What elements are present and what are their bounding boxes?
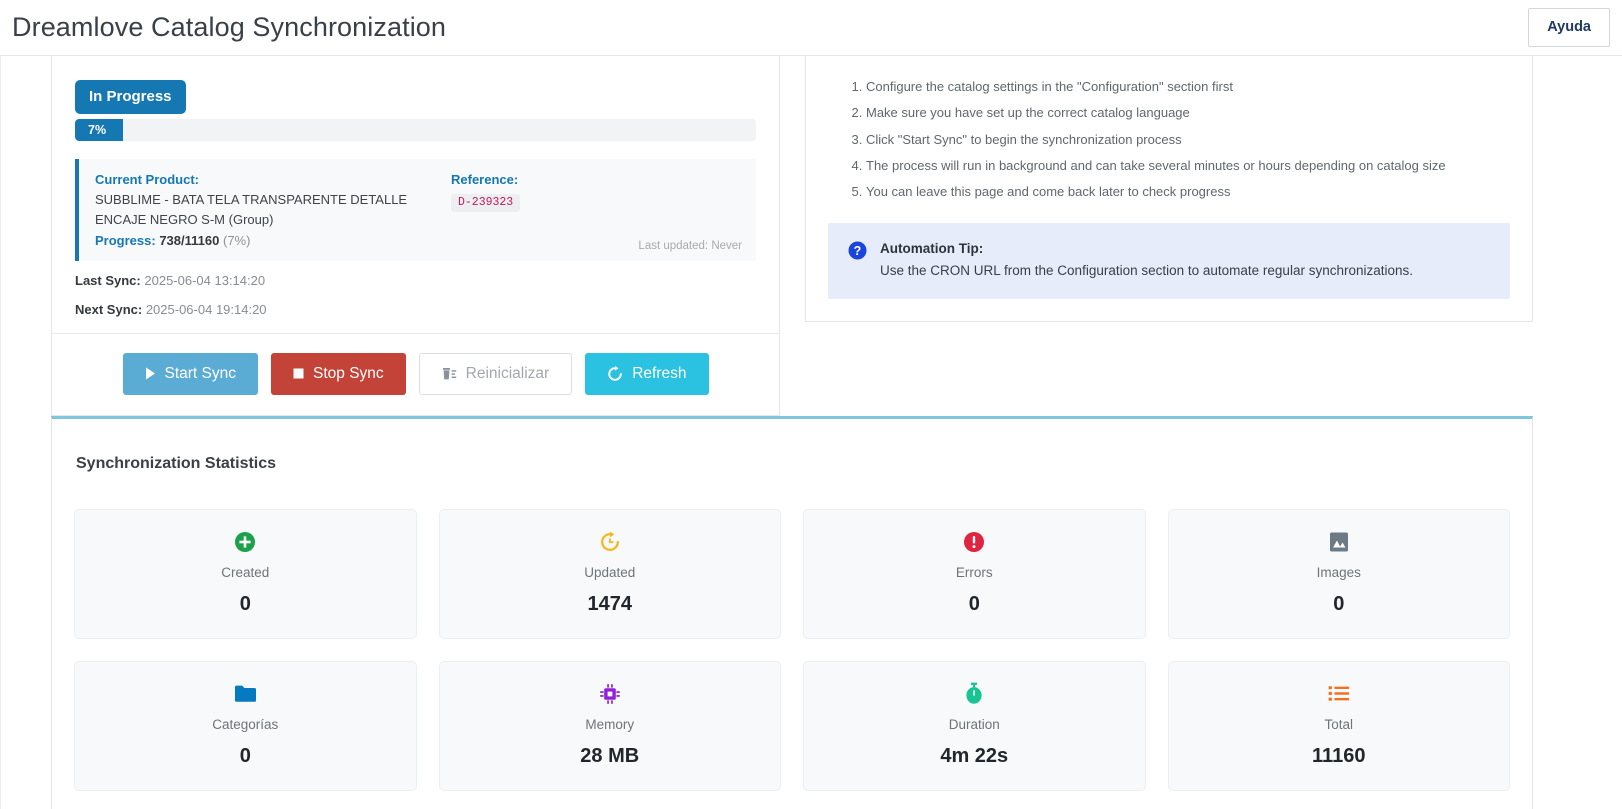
progress-bar-fill: 7% (75, 119, 123, 141)
refresh-clock-icon (450, 530, 771, 554)
help-button[interactable]: Ayuda (1528, 8, 1610, 47)
status-badge: In Progress (75, 80, 186, 114)
next-sync-value: 2025-06-04 19:14:20 (145, 301, 267, 317)
automation-tip-box: ? Automation Tip: Use the CRON URL from … (828, 223, 1510, 300)
stat-card-errors: Errors 0 (803, 509, 1146, 639)
page-body: In Progress 7% Current Product: SUBBLIME… (0, 56, 1622, 809)
plus-circle-icon (85, 530, 406, 554)
cpu-chip-icon (450, 682, 771, 706)
sync-status-card: In Progress 7% Current Product: SUBBLIME… (51, 56, 780, 416)
stat-value: 0 (239, 744, 251, 767)
instructions-card: Configure the catalog settings in the "C… (805, 56, 1533, 323)
instructions-list: Configure the catalog settings in the "C… (828, 74, 1510, 205)
stat-label: Total (1324, 716, 1354, 732)
last-sync-value: 2025-06-04 13:14:20 (144, 272, 266, 288)
stop-square-icon (293, 368, 304, 379)
reference-label: Reference: (451, 172, 519, 187)
stat-card-total: Total 11160 (1167, 660, 1510, 791)
reinitialize-label: Reinicializar (465, 365, 550, 383)
refresh-button[interactable]: Refresh (585, 352, 709, 395)
stop-sync-button[interactable]: Stop Sync (271, 352, 406, 395)
progress-bar-track: 7% (75, 119, 756, 141)
stop-sync-label: Stop Sync (313, 365, 384, 383)
stopwatch-icon (814, 682, 1135, 706)
product-progress-percent: (7%) (222, 232, 251, 248)
stat-value: 1474 (587, 592, 633, 615)
stat-label: Created (221, 565, 270, 580)
stat-value: 4m 22s (940, 744, 1009, 767)
svg-text:?: ? (854, 244, 862, 258)
stat-card-updated: Updated 1474 (438, 509, 781, 639)
last-sync-label: Last Sync: (75, 272, 141, 288)
last-updated-text: Last updated: Never (638, 239, 742, 252)
stat-card-created: Created 0 (74, 509, 417, 639)
stat-value: 0 (968, 592, 980, 615)
last-sync-row: Last Sync: 2025-06-04 13:14:20 (75, 272, 756, 290)
current-product-box: Current Product: SUBBLIME - BATA TELA TR… (75, 159, 756, 261)
next-sync-label: Next Sync: (75, 301, 143, 317)
statistics-title: Synchronization Statistics (76, 455, 277, 472)
stat-value: 0 (239, 592, 251, 615)
statistics-grid: Created 0 Updated 1474 (74, 509, 1510, 791)
next-sync-row: Next Sync: 2025-06-04 19:14:20 (75, 301, 756, 319)
refresh-icon (607, 365, 623, 382)
reinitialize-button[interactable]: Reinicializar (418, 352, 573, 395)
stat-label: Categorías (212, 716, 279, 732)
list-item: Make sure you have set up the correct ca… (866, 100, 1510, 126)
stat-value: 0 (1333, 592, 1345, 615)
current-product-name: SUBBLIME - BATA TELA TRANSPARENTE DETALL… (95, 191, 408, 227)
stat-label: Duration (948, 716, 1000, 732)
stat-value: 11160 (1312, 744, 1366, 767)
stat-value: 28 MB (580, 744, 640, 767)
start-sync-label: Start Sync (164, 365, 237, 383)
image-icon (1179, 530, 1500, 554)
progress-bar-label: 7% (88, 122, 107, 137)
product-progress-value: 738/11160 (159, 232, 220, 248)
sync-actions-toolbar: Start Sync Stop Sync (52, 332, 779, 415)
list-item: The process will run in background and c… (866, 153, 1510, 179)
automation-tip-title: Automation Tip: (880, 241, 984, 257)
product-progress-line: Progress: 738/11160 (7%) (95, 231, 449, 252)
stat-label: Images (1316, 565, 1361, 580)
start-sync-button[interactable]: Start Sync (122, 352, 258, 395)
folder-icon (85, 682, 406, 706)
automation-tip-text: Use the CRON URL from the Configuration … (880, 262, 1413, 278)
current-product-label: Current Product: (95, 172, 199, 187)
page-title: Dreamlove Catalog Synchronization (12, 12, 447, 42)
status-badge-wrap: In Progress (75, 80, 756, 116)
question-circle-icon: ? (848, 241, 867, 260)
alert-circle-icon (814, 530, 1135, 554)
list-item: Click "Start Sync" to begin the synchron… (866, 127, 1510, 153)
reference-badge: D-239323 (451, 193, 521, 212)
refresh-label: Refresh (632, 365, 687, 383)
trash-list-icon (442, 367, 457, 381)
stat-card-categorias: Categorías 0 (74, 660, 417, 791)
list-item: You can leave this page and come back la… (866, 179, 1510, 205)
statistics-card: Synchronization Statistics Created 0 (51, 416, 1533, 809)
stat-label: Updated (584, 565, 636, 580)
stat-card-memory: Memory 28 MB (438, 660, 781, 791)
stat-card-images: Images 0 (1167, 509, 1510, 639)
product-progress-label: Progress: (95, 232, 156, 248)
play-icon (145, 367, 156, 380)
list-icon (1179, 682, 1500, 706)
stat-card-duration: Duration 4m 22s (803, 660, 1146, 791)
stat-label: Errors (955, 565, 993, 580)
stat-label: Memory (585, 716, 635, 732)
list-item: Configure the catalog settings in the "C… (866, 74, 1510, 100)
app-header: Dreamlove Catalog Synchronization Ayuda (0, 0, 1622, 56)
sync-status-body: In Progress 7% Current Product: SUBBLIME… (52, 56, 779, 333)
